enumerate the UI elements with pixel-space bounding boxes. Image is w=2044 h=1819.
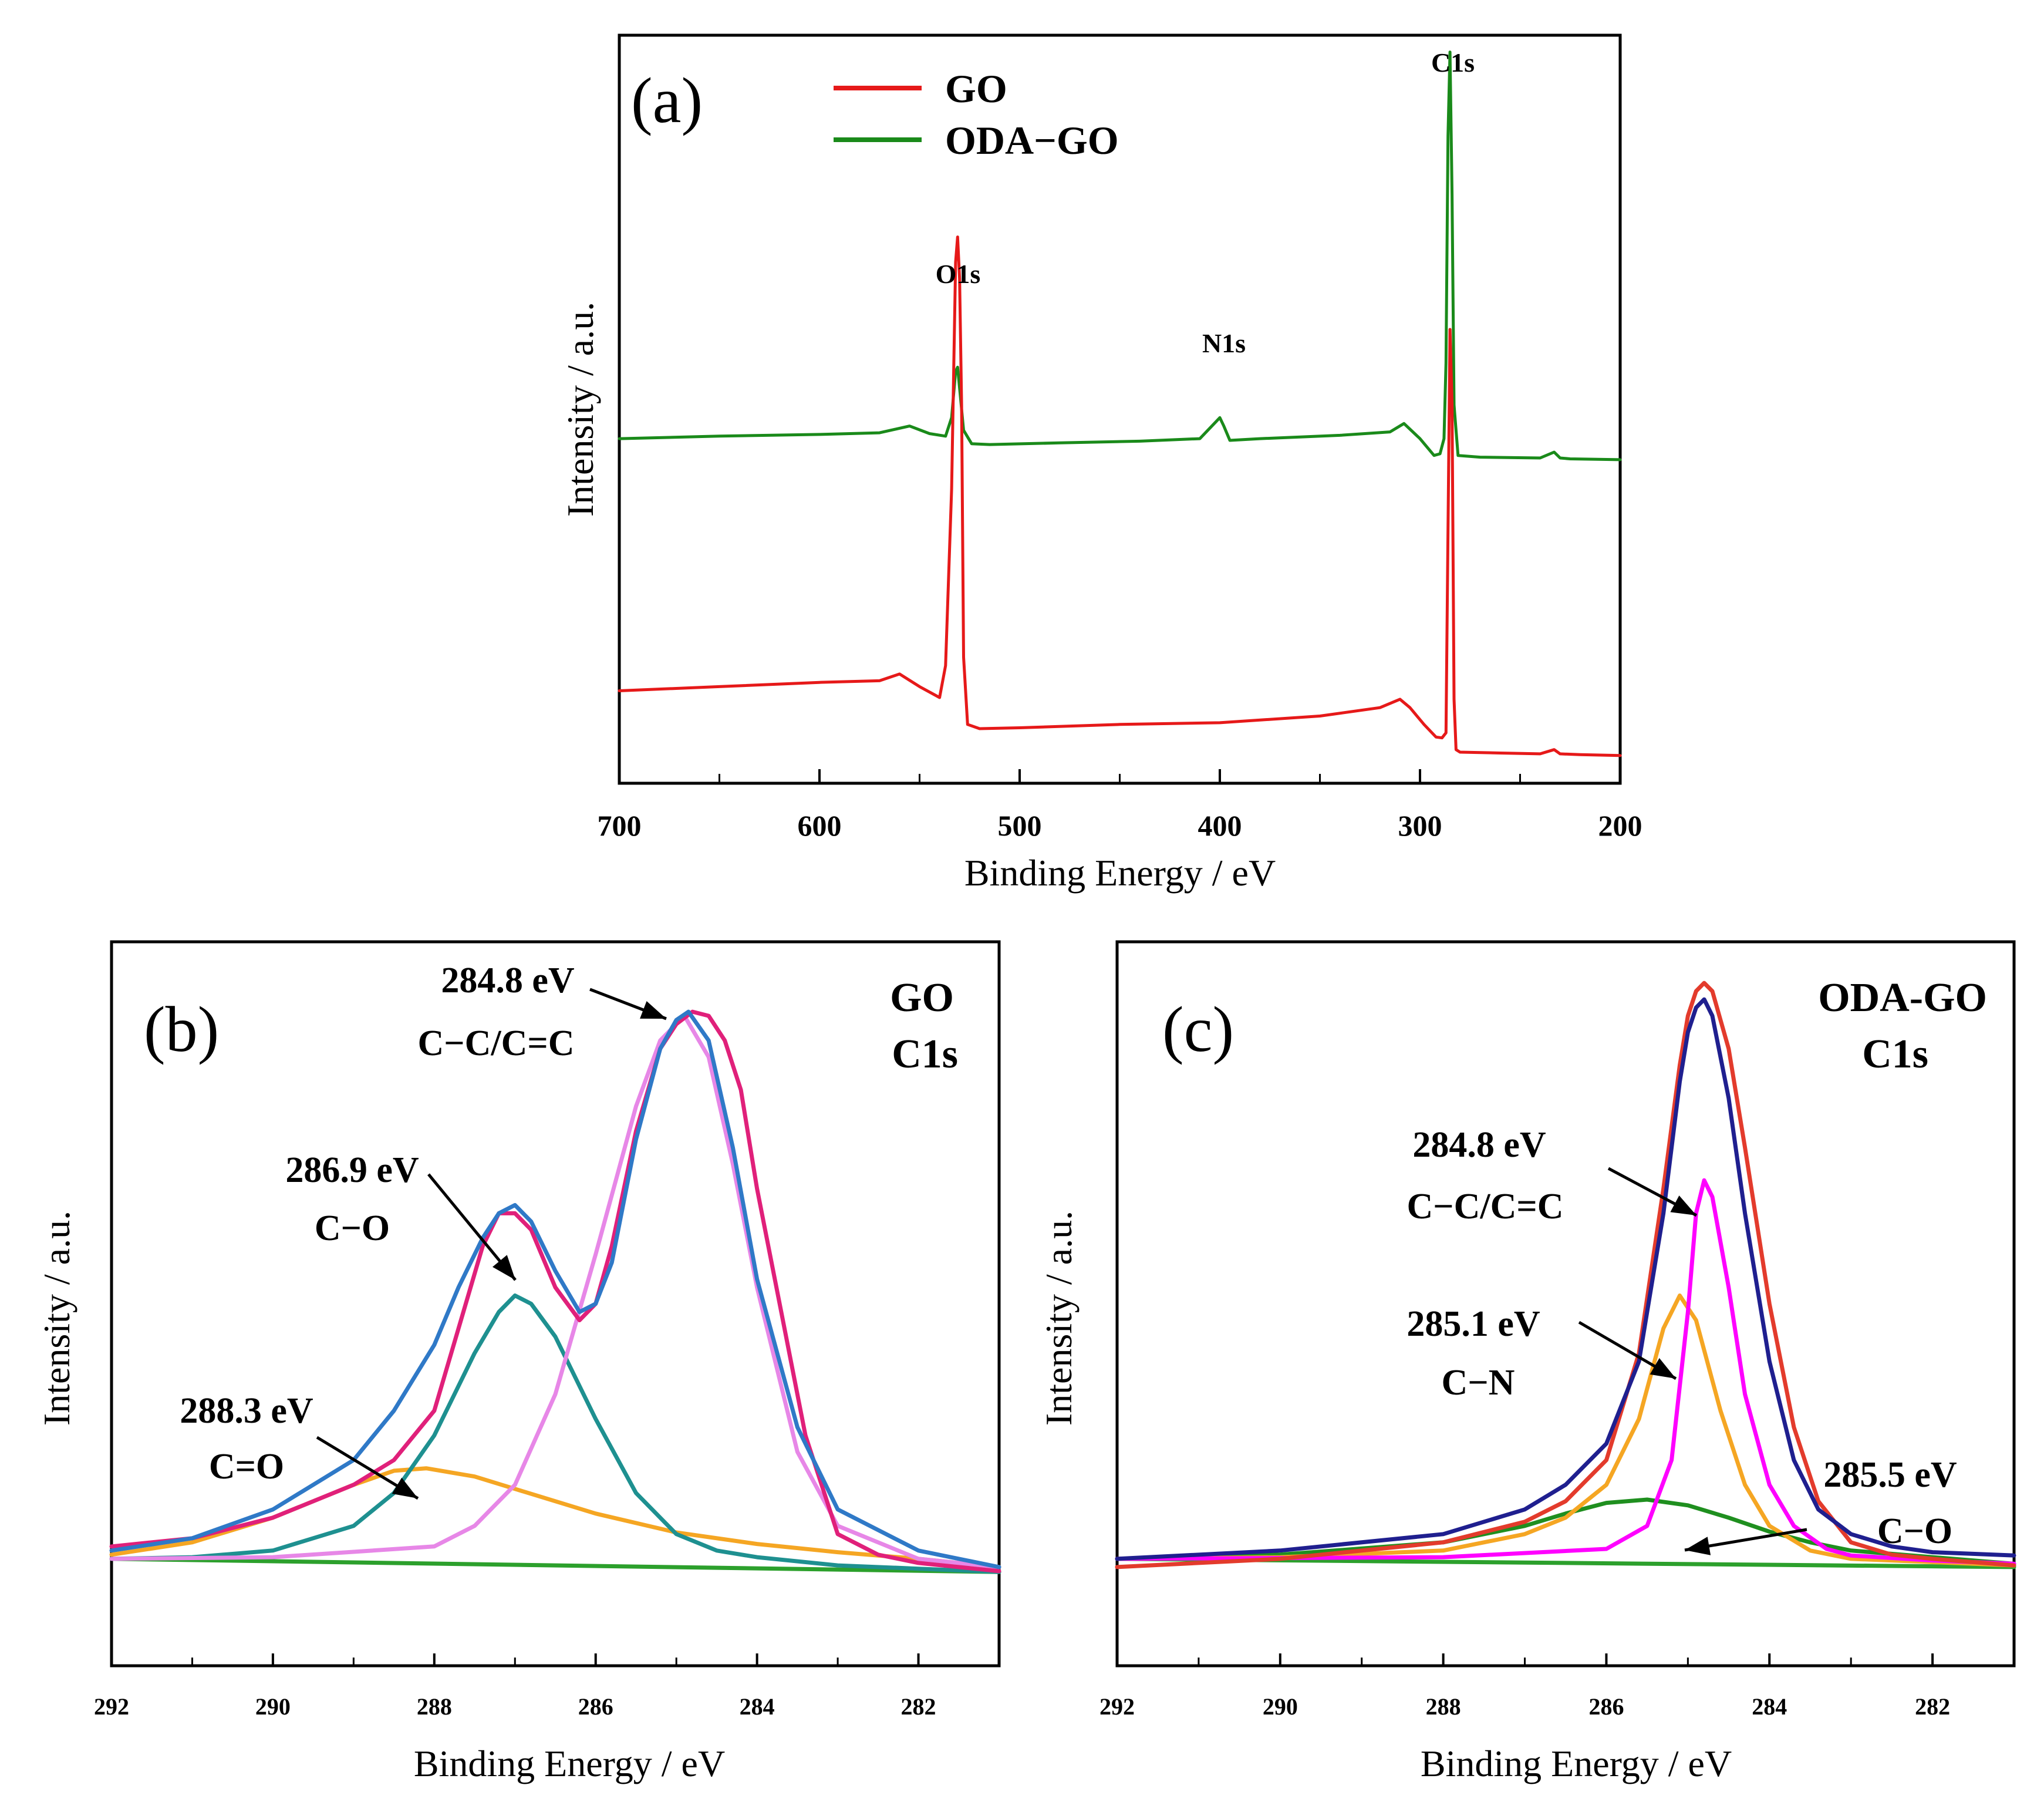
panel-c-sample-label: ODA-GO xyxy=(1818,975,1987,1020)
anno-c-energy-3: 285.5 eV xyxy=(1823,1455,1957,1495)
panel-b-label: (b) xyxy=(144,993,219,1065)
panel-c-tick-label: 282 xyxy=(1915,1693,1950,1720)
panel-c-region-label: C1s xyxy=(1862,1032,1928,1077)
anno-b-energy-1: 284.8 eV xyxy=(441,961,575,1001)
panel-a-label: (a) xyxy=(631,65,703,136)
panel-c-tick-label: 290 xyxy=(1263,1693,1298,1720)
anno-c-bond-3: C−O xyxy=(1877,1511,1952,1551)
panel-b-frame xyxy=(110,940,1001,1668)
panel-a-x-axis-title: Binding Energy / eV xyxy=(964,852,1276,894)
panel-c-x-ticks: 292 290 288 286 284 282 xyxy=(1099,1653,1950,1720)
arrow-c-284-8-head xyxy=(1670,1195,1696,1215)
anno-b-energy-3: 288.3 eV xyxy=(180,1391,313,1431)
series-a-go xyxy=(618,235,1622,757)
series-b-sum-fit xyxy=(109,1009,1001,1569)
panel-c-tick-label: 286 xyxy=(1588,1693,1624,1720)
peak-label-n1s: N1s xyxy=(1202,328,1246,358)
panel-b-curves xyxy=(109,1009,1001,1574)
panel-c-frame xyxy=(1115,940,2016,1668)
panel-c-label: (c) xyxy=(1162,993,1234,1065)
legend-label-oda-go: ODA−GO xyxy=(945,118,1119,163)
anno-c-energy-2: 285.1 eV xyxy=(1406,1304,1540,1344)
panel-b-sample-label: GO xyxy=(890,975,954,1020)
panel-b-x-ticks: 292 290 288 286 284 282 xyxy=(94,1653,936,1720)
arrow-c-285-5-head xyxy=(1685,1537,1711,1555)
panel-a-tick-label: 200 xyxy=(1598,809,1642,842)
panel-b-tick-label: 286 xyxy=(578,1693,613,1720)
panel-c-curves xyxy=(1115,981,2016,1569)
panel-b-x-axis-title: Binding Energy / eV xyxy=(414,1743,725,1784)
anno-c-energy-1: 284.8 eV xyxy=(1412,1125,1546,1165)
panel-b-tick-label: 282 xyxy=(901,1693,936,1720)
series-b-c-o-fit xyxy=(109,1293,1001,1574)
series-c-c-n-fit xyxy=(1115,1293,2016,1568)
panel-b-tick-label: 290 xyxy=(255,1693,291,1720)
panel-a-frame xyxy=(618,33,1622,785)
series-c-c-c-c-c-fit xyxy=(1115,1178,2016,1566)
panel-a-y-axis-title: Intensity / a.u. xyxy=(559,302,601,517)
series-b-raw-data xyxy=(109,1009,1001,1574)
panel-a-tick-label: 600 xyxy=(798,809,842,842)
panel-b-tick-label: 284 xyxy=(740,1693,775,1720)
panel-c-arrows xyxy=(1578,1167,1807,1555)
series-b-background xyxy=(109,1557,1001,1574)
panel-c-y-axis-title: Intensity / a.u. xyxy=(1038,1211,1080,1426)
panel-c-oda-go-c1s: 292 290 288 286 284 282 (c) ODA-GO C1s 284.8 … xyxy=(1038,940,2016,1784)
panel-c-tick-label: 288 xyxy=(1426,1693,1461,1720)
series-c-sum-fit xyxy=(1115,997,2016,1561)
series-a-oda-go xyxy=(618,50,1622,462)
panel-b-region-label: C1s xyxy=(892,1032,958,1077)
peak-label-o1s: O1s xyxy=(936,259,981,289)
panel-b-arrows xyxy=(316,988,667,1500)
arrow-b-286-9-head xyxy=(492,1255,515,1280)
peak-label-c1s: C1s xyxy=(1431,48,1475,78)
anno-b-bond-1: C−C/C=C xyxy=(418,1023,575,1063)
legend-label-go: GO xyxy=(945,66,1007,111)
panel-b-tick-label: 288 xyxy=(417,1693,452,1720)
panel-c-tick-label: 284 xyxy=(1752,1693,1787,1720)
panel-b-tick-label: 292 xyxy=(94,1693,129,1720)
arrow-b-284-8-head xyxy=(640,1001,666,1019)
anno-b-energy-2: 286.9 eV xyxy=(285,1150,419,1190)
series-b-c-c-c-c-fit xyxy=(109,1013,1001,1569)
arrow-b-288-3-head xyxy=(392,1477,418,1498)
panel-a-curves xyxy=(618,50,1622,757)
anno-b-bond-3: C=O xyxy=(209,1447,284,1487)
panel-b-go-c1s: 292 290 288 286 284 282 (b) GO C1s 284.8 eV C… xyxy=(36,940,1001,1784)
panel-a-tick-label: 500 xyxy=(998,809,1042,842)
panel-a-tick-label: 300 xyxy=(1398,809,1442,842)
panel-a-survey-spectrum: 700 600 500 400 300 200 (a) GO ODA−GO O1s N1s… xyxy=(559,33,1642,894)
panel-b-y-axis-title: Intensity / a.u. xyxy=(36,1211,77,1426)
arrow-c-285-1-head xyxy=(1650,1358,1676,1379)
anno-c-bond-2: C−N xyxy=(1442,1363,1515,1403)
panel-a-x-ticks: 700 600 500 400 300 200 xyxy=(598,769,1642,842)
panel-a-tick-label: 400 xyxy=(1198,809,1242,842)
panel-c-tick-label: 292 xyxy=(1099,1693,1135,1720)
panel-c-x-axis-title: Binding Energy / eV xyxy=(1421,1743,1732,1784)
anno-c-bond-1: C−C/C=C xyxy=(1407,1187,1564,1227)
anno-b-bond-2: C−O xyxy=(315,1208,390,1248)
panel-a-tick-label: 700 xyxy=(598,809,642,842)
